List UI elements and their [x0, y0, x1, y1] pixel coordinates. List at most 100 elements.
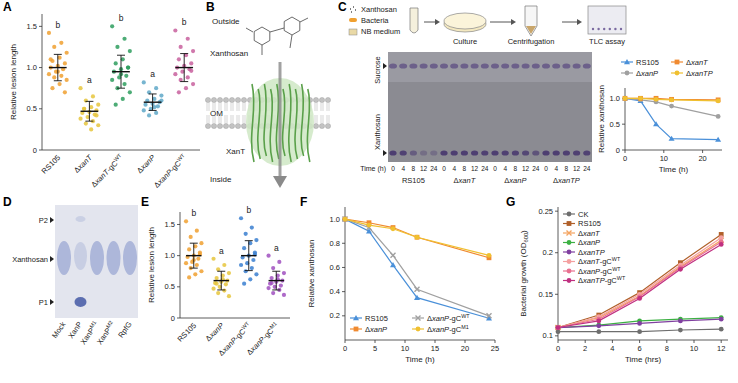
legend-label: ΔxanP	[636, 69, 658, 78]
series-line	[558, 244, 721, 327]
text-part: 0	[343, 344, 347, 353]
y-tick-label: 1.0	[27, 63, 37, 72]
x-tick-label: 10	[690, 344, 698, 353]
y-tick-label: 1.0	[330, 215, 340, 224]
tlc-spot	[583, 150, 590, 155]
text-part: 12	[717, 344, 725, 353]
arrow-head	[511, 19, 516, 25]
point	[121, 97, 125, 101]
text-part: Time (hrs)	[625, 355, 661, 364]
point	[266, 286, 270, 290]
point	[250, 266, 254, 270]
point	[270, 276, 274, 280]
text-part: 20	[698, 154, 706, 163]
significance-letter: a	[150, 69, 155, 79]
mean-line	[269, 280, 284, 281]
x-axis-label: Time (h)	[659, 165, 689, 174]
time-label: 8	[412, 165, 416, 172]
mean-line	[81, 111, 99, 112]
tlc-spot	[450, 63, 458, 68]
tlc-spot	[511, 63, 519, 68]
text-part: WT	[112, 152, 123, 163]
y-tick	[555, 211, 558, 212]
x-tick-label: ΔxanP-gCWT	[151, 152, 189, 190]
point	[216, 291, 220, 295]
text-part: 12	[522, 165, 530, 172]
pointer	[50, 256, 54, 262]
point	[244, 269, 248, 273]
text-part: 1.5	[27, 22, 37, 31]
point	[282, 271, 286, 275]
point	[556, 325, 561, 330]
time-label: 4	[452, 165, 456, 172]
text-part: 10	[660, 154, 668, 163]
text-part: 12	[573, 165, 581, 172]
y-tick	[622, 124, 625, 125]
time-label: 0	[442, 165, 446, 172]
tlc-spot	[563, 150, 570, 155]
beta-strand	[264, 84, 266, 156]
y-axis	[558, 207, 559, 340]
lipid-tail	[243, 103, 245, 123]
significance-letter: a	[87, 75, 92, 85]
point	[191, 82, 195, 86]
point	[199, 241, 203, 245]
legend-marker	[624, 59, 630, 64]
text-part: 24	[532, 165, 540, 172]
lipid-tail	[315, 103, 317, 123]
legend-label: ΔxanP-gCM1	[427, 324, 469, 334]
time-label: 12	[471, 165, 479, 172]
time-label: 12	[522, 165, 530, 172]
y-tick	[177, 318, 180, 319]
x-tick-label: 0	[343, 344, 347, 353]
legend-label: RS105	[636, 58, 659, 67]
legend-marker	[416, 316, 421, 321]
legend-label: ΔxanP	[578, 238, 600, 247]
point	[193, 272, 197, 276]
label: Xanthosan	[373, 114, 382, 150]
text-part: -gC	[605, 276, 618, 285]
y-tick-label: 1.0	[610, 94, 620, 103]
text-part: Xanthosan	[373, 114, 382, 150]
x-tick-label: 0	[623, 154, 627, 163]
point	[128, 49, 132, 53]
beta-strand	[295, 89, 297, 159]
point	[716, 99, 721, 104]
point	[154, 86, 158, 90]
text-part: -gC	[600, 257, 613, 266]
x-tick	[612, 340, 613, 343]
lipid-head	[205, 123, 210, 128]
lipid-head	[325, 97, 330, 102]
significance-letter: b	[246, 205, 251, 215]
point	[343, 217, 348, 222]
text-part: A	[3, 0, 12, 14]
text-part: M2	[105, 319, 114, 329]
tlc-spot	[542, 63, 550, 68]
point	[637, 296, 642, 301]
lipid-tail	[231, 103, 233, 123]
text-part: Xanthosan	[361, 5, 397, 14]
text-part: M1	[88, 319, 97, 329]
text-part: Relative lesion length	[9, 44, 18, 120]
point	[78, 117, 82, 121]
text-part: RS105	[578, 219, 601, 228]
text-part: 0	[33, 146, 37, 155]
point	[678, 267, 683, 272]
text-part: P2	[39, 216, 48, 225]
point	[390, 262, 396, 267]
text-part: xanP	[508, 176, 526, 185]
point	[147, 113, 151, 117]
lane-label: Mock	[50, 320, 68, 340]
text-part: Centrifugation	[508, 37, 555, 46]
x-tick-label: 20	[698, 154, 706, 163]
point	[189, 61, 193, 65]
legend-marker	[675, 60, 680, 65]
lane-label: XanPM2	[94, 319, 117, 346]
text-part: TLC assay	[589, 37, 625, 46]
point	[122, 37, 126, 41]
y-tick	[342, 243, 345, 244]
text-part: Outside	[212, 17, 240, 26]
point	[215, 282, 219, 286]
point	[669, 97, 674, 102]
point	[716, 114, 721, 119]
